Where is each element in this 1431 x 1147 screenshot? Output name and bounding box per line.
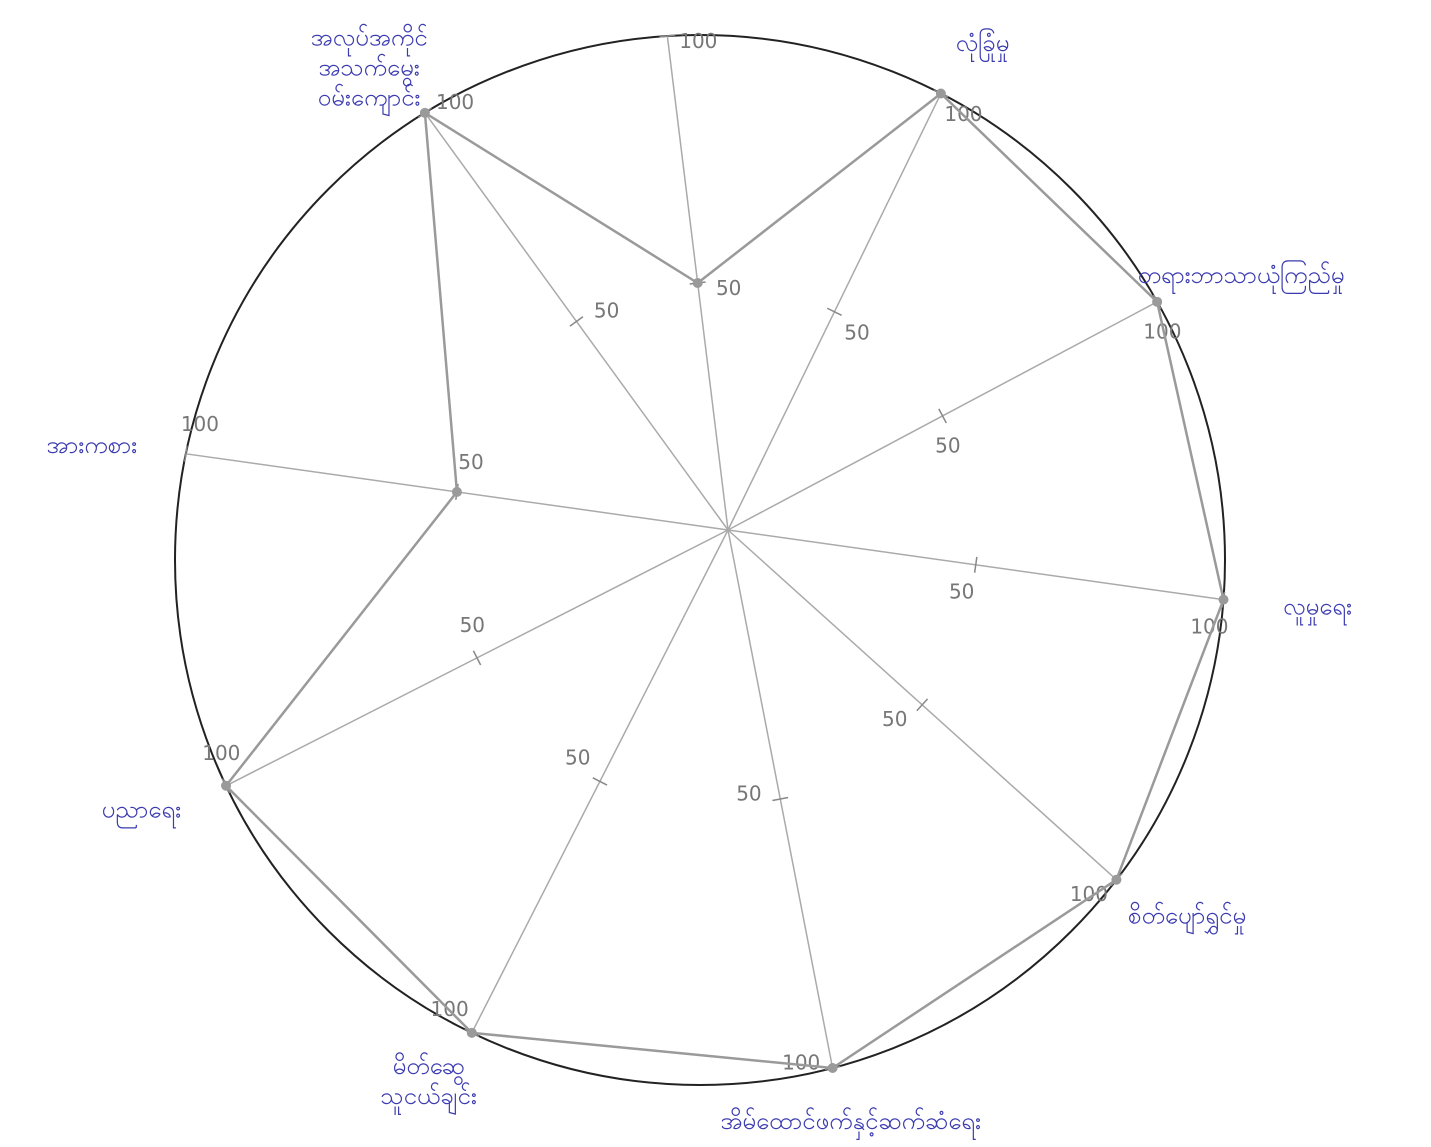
data-point [466, 1027, 477, 1038]
tick-label: 50 [736, 781, 761, 805]
axis-label: လူမှုရေး [1283, 592, 1352, 625]
tick-label: 50 [460, 613, 485, 637]
data-point [419, 107, 430, 118]
tick-label: 50 [458, 450, 483, 474]
tick-label: 100 [202, 741, 240, 765]
data-point [451, 486, 462, 497]
tick-label: 100 [436, 90, 474, 114]
tick-mark [916, 698, 929, 712]
tick-mark [472, 650, 482, 666]
data-point [827, 1062, 838, 1073]
tick-label: 50 [882, 707, 907, 731]
tick-mark [772, 796, 789, 802]
axis-label: ဝမ်းကျောင်း [318, 82, 421, 116]
data-point [1152, 296, 1163, 307]
tick-mark [592, 777, 608, 786]
tick-label: 100 [782, 1050, 820, 1074]
data-point [935, 88, 946, 99]
axis-label: မိတ်ဆွေ [392, 1051, 464, 1086]
tick-label: 100 [679, 29, 717, 53]
tick-label: 50 [716, 276, 741, 300]
axis-label: ပညာရေး [102, 796, 182, 829]
tick-mark [183, 445, 188, 462]
tick-label: 50 [935, 434, 960, 458]
tick-label: 100 [181, 412, 219, 436]
axis-label: အသက်မွေး [318, 52, 420, 87]
tick-label: 50 [844, 320, 869, 344]
tick-label: 50 [565, 745, 590, 769]
tick-mark [569, 316, 584, 327]
data-point [221, 780, 232, 791]
data-point [1111, 874, 1122, 885]
tick-mark [938, 408, 947, 424]
tick-mark [659, 34, 676, 38]
axis-label: လုံခြုံမှု [956, 27, 1010, 62]
data-point [1218, 594, 1229, 605]
tick-label: 50 [594, 298, 619, 322]
axis-label: တရားဘာသာယုံကြည်မှု [1138, 259, 1345, 294]
data-point [692, 278, 703, 289]
tick-mark [973, 556, 978, 573]
outer-circle [174, 34, 1226, 1086]
tick-mark [826, 307, 842, 316]
axis-label: အားကစား [46, 431, 137, 459]
tick-label: 100 [1070, 882, 1108, 906]
axis-label: အိမ်ထောင်ဖက်နှင့်ဆက်ဆံရေး [720, 1106, 981, 1141]
axis-label: စိတ်ပျော်ရွှင်မှု [1128, 901, 1246, 935]
tick-label: 50 [949, 580, 974, 604]
data-polygon [224, 91, 1225, 1070]
axis-label: အလုပ်အကိုင် [311, 22, 428, 56]
axis-label: သူငယ်ချင်း [380, 1081, 477, 1115]
